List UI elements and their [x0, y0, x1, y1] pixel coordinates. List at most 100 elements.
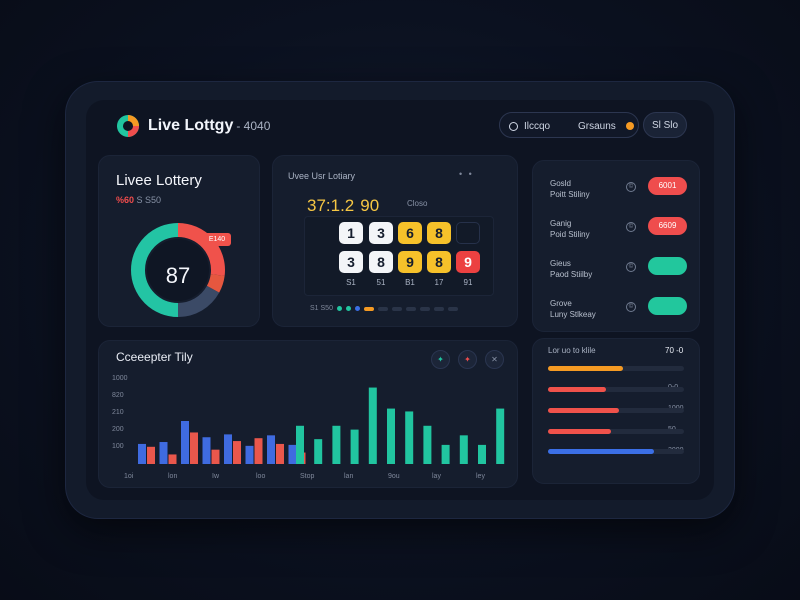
lottery-ball: 8 — [427, 222, 451, 244]
header-toggle-right-label: Grsauns — [578, 120, 616, 132]
legend-bar — [447, 306, 458, 311]
chart-bar — [190, 432, 198, 464]
chart-filter-icon[interactable]: ✦ — [458, 350, 477, 369]
progress-fill — [548, 429, 611, 434]
progress-fill — [548, 449, 655, 454]
draw-panel-label: Uvee Usr Lotiary — [288, 171, 356, 181]
category-bar-chart: 1000 820 210 200 100 1oi lon Iw loo Stop lan 9ou lay… — [112, 375, 505, 480]
chart-settings-icon[interactable]: ✦ — [431, 350, 450, 369]
more-icon[interactable]: • • — [459, 169, 474, 179]
progress-track — [548, 366, 684, 371]
live-lottery-subtitle: %60 S S50 — [116, 195, 161, 205]
status-item-detail: Poid Stiliny — [550, 230, 590, 239]
donut-segment — [206, 273, 225, 293]
column-label: B1 — [405, 278, 415, 287]
status-badge[interactable] — [648, 297, 687, 315]
status-item-title: Ganig — [550, 219, 572, 228]
y-tick-label: 200 — [112, 426, 124, 433]
y-tick-label: 1000 — [112, 375, 128, 382]
status-item-name: Gosld Poitt Stiliny — [550, 178, 590, 200]
logo-icon — [117, 115, 139, 137]
chart-bar — [224, 434, 232, 464]
progress-fill — [548, 408, 619, 413]
column-label: S1 — [346, 278, 356, 287]
donut-badge: E140 — [203, 233, 231, 246]
progress-track — [548, 387, 684, 392]
status-item-name: Ganig Poid Stiliny — [550, 218, 590, 240]
chart-bar — [211, 449, 220, 464]
column-label: 17 — [434, 278, 444, 287]
x-tick-label: lon — [168, 473, 177, 480]
lottery-ball: 8 — [369, 251, 393, 273]
chart-bar — [478, 444, 486, 464]
app-title: Live Lottgy - 4040 — [148, 117, 270, 135]
status-item-detail: Poitt Stiliny — [550, 190, 590, 199]
chart-bar — [459, 435, 468, 464]
status-item-title: Grove — [550, 299, 572, 308]
progress-track — [548, 449, 684, 454]
status-badge[interactable]: 6609 — [648, 217, 687, 235]
draw-timer: 37:1.2 90 — [307, 196, 379, 216]
progress-track — [548, 408, 684, 413]
y-tick-label: 100 — [112, 443, 124, 450]
lottery-ball: 3 — [339, 251, 363, 273]
header-toggle-group: Ilccqo Grsauns — [499, 112, 639, 138]
lottery-ball: 8 — [427, 251, 451, 273]
y-tick-label: 210 — [112, 409, 124, 416]
status-dot-icon — [625, 122, 634, 130]
header-toggle-left[interactable]: Ilccqo — [500, 113, 566, 139]
y-tick-label: 820 — [112, 392, 124, 399]
donut-segment — [131, 223, 179, 317]
column-label: 51 — [376, 278, 386, 287]
status-item-detail: Paod Stiilby — [550, 270, 593, 279]
chart-bar — [202, 437, 211, 464]
legend-bar — [433, 306, 444, 311]
status-item-name: Grove Luny Stlkeay — [550, 298, 596, 320]
chart-bar — [288, 444, 297, 464]
status-badge[interactable]: 6001 — [648, 177, 687, 195]
chart-bar — [314, 439, 323, 464]
lottery-ball: 3 — [369, 222, 393, 244]
legend-bar-orange — [363, 306, 374, 311]
chart-bar — [168, 454, 177, 464]
live-subtitle-rest: S S50 — [136, 195, 162, 205]
header-menu-button[interactable]: Sl Slo — [643, 112, 687, 138]
chart-bar — [276, 443, 284, 464]
chart-bar — [332, 425, 341, 464]
info-icon: © — [626, 182, 636, 192]
progress-header-value: 70 -0 — [665, 346, 684, 355]
legend-bar — [419, 306, 430, 311]
chart-bar — [423, 425, 432, 464]
status-badge[interactable] — [648, 257, 687, 275]
x-tick-label: lay — [432, 473, 441, 480]
legend-dot-green-icon — [336, 306, 342, 311]
draw-legend: S1 S50 — [310, 305, 458, 312]
x-tick-label: 1oi — [124, 473, 134, 480]
x-tick-label: lan — [344, 473, 353, 480]
chart-bar — [368, 387, 377, 464]
app-title-suffix: - 4040 — [236, 119, 271, 133]
header-menu-label: Sl Slo — [651, 119, 679, 131]
header-toggle-left-label: Ilccqo — [524, 120, 551, 132]
chart-bar — [233, 441, 241, 464]
chart-close-icon[interactable]: ✕ — [485, 350, 504, 369]
legend-bar — [391, 306, 402, 311]
lottery-ball: 1 — [339, 222, 363, 244]
chart-bar — [405, 411, 414, 464]
draw-status: Closo — [407, 199, 428, 208]
empty-ball-slot — [456, 222, 480, 244]
draw-legend-label: S1 S50 — [310, 305, 333, 312]
lottery-ball: 9 — [456, 251, 480, 273]
chart-bar — [441, 444, 450, 464]
lottery-ball: 9 — [398, 251, 422, 273]
chart-bar — [387, 408, 395, 464]
status-item-detail: Luny Stlkeay — [550, 310, 596, 319]
status-item-title: Gosld — [550, 179, 571, 188]
chart-bar — [267, 435, 275, 464]
legend-bar — [377, 306, 388, 311]
lottery-ball: 6 — [398, 222, 422, 244]
header-toggle-right[interactable]: Grsauns — [566, 113, 640, 139]
x-tick-label: loo — [256, 473, 265, 480]
legend-bar — [405, 306, 416, 311]
chart-bar — [350, 429, 359, 464]
